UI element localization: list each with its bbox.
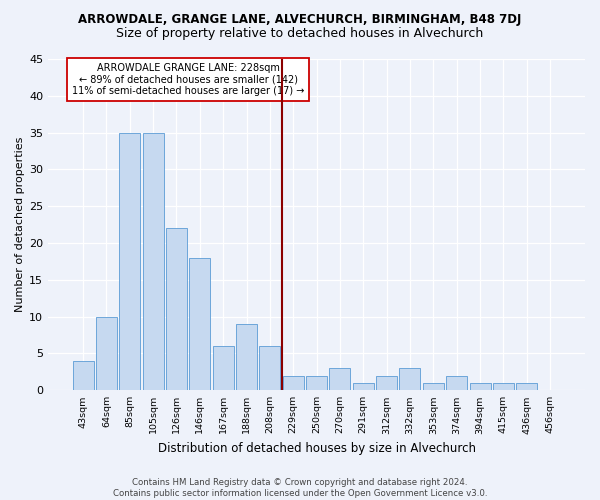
Bar (329, 368, 350, 390)
Bar (119, 132, 140, 390)
Bar (212, 346, 233, 391)
Bar (259, 346, 280, 391)
Bar (283, 376, 304, 390)
Text: Size of property relative to detached houses in Alvechurch: Size of property relative to detached ho… (116, 28, 484, 40)
Text: Contains HM Land Registry data © Crown copyright and database right 2024.
Contai: Contains HM Land Registry data © Crown c… (113, 478, 487, 498)
Text: ARROWDALE, GRANGE LANE, ALVECHURCH, BIRMINGHAM, B48 7DJ: ARROWDALE, GRANGE LANE, ALVECHURCH, BIRM… (79, 12, 521, 26)
X-axis label: Distribution of detached houses by size in Alvechurch: Distribution of detached houses by size … (158, 442, 476, 455)
Bar (423, 383, 444, 390)
Bar (236, 324, 257, 390)
Bar (73, 361, 94, 390)
Bar (493, 383, 514, 390)
Bar (516, 383, 537, 390)
Bar (353, 383, 374, 390)
Bar (376, 376, 397, 390)
Y-axis label: Number of detached properties: Number of detached properties (15, 137, 25, 312)
Bar (306, 376, 327, 390)
Bar (446, 376, 467, 390)
Bar (143, 132, 164, 390)
Bar (190, 258, 211, 390)
Bar (166, 228, 187, 390)
Bar (470, 383, 491, 390)
Text: ARROWDALE GRANGE LANE: 228sqm
← 89% of detached houses are smaller (142)
11% of : ARROWDALE GRANGE LANE: 228sqm ← 89% of d… (72, 62, 304, 96)
Bar (96, 316, 117, 390)
Bar (400, 368, 421, 390)
